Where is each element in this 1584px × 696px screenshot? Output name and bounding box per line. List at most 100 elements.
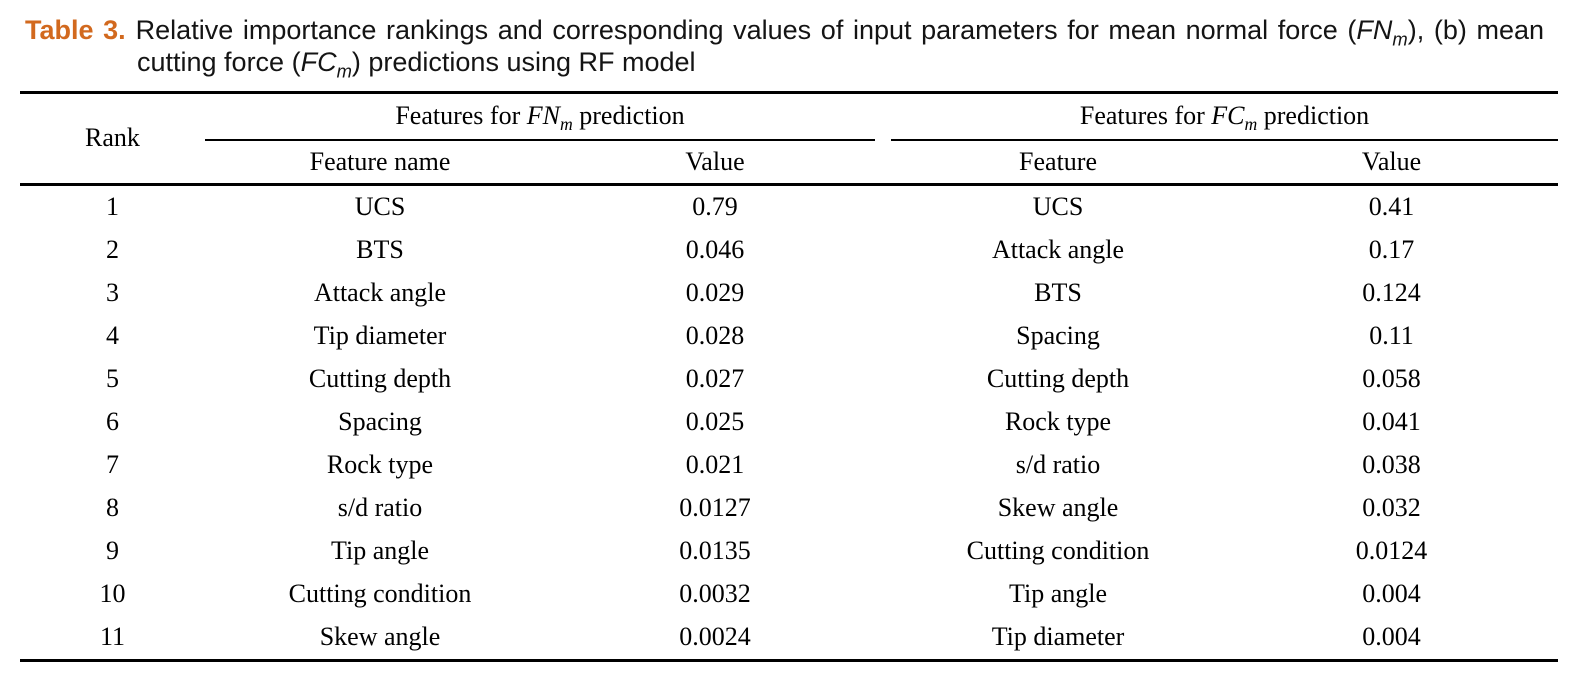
fnm-group-header: Features for FNm prediction bbox=[205, 92, 876, 141]
gap-cell bbox=[875, 530, 891, 573]
fnm-feature-cell: Rock type bbox=[326, 450, 434, 480]
fnm-value-cell: 0.025 bbox=[685, 407, 745, 437]
table-row: 10 Cutting condition 0.0032 Tip angle 0.… bbox=[20, 573, 1558, 616]
fcm-value-cell: 0.004 bbox=[1362, 579, 1421, 609]
table-row: 11 Skew angle 0.0024 Tip diameter 0.004 bbox=[20, 616, 1558, 661]
fnm-feature-cell: Cutting depth bbox=[308, 364, 452, 394]
fnm-feature-cell: Spacing bbox=[338, 407, 422, 437]
fnm-value-cell: 0.79 bbox=[692, 192, 738, 222]
table-number-label: Table 3. bbox=[25, 15, 126, 45]
fcm-feature-cell: Spacing bbox=[1016, 321, 1100, 351]
fcm-value-column-header: Value bbox=[1225, 139, 1559, 186]
rank-cell: 1 bbox=[106, 192, 119, 222]
caption-text-1: Relative importance rankings and corresp… bbox=[135, 15, 1357, 45]
fnm-value-cell: 0.046 bbox=[685, 235, 745, 265]
fnm-value-cell: 0.0135 bbox=[679, 536, 751, 566]
gap-cell bbox=[875, 616, 891, 661]
fcm-subscript: m bbox=[1244, 114, 1258, 135]
rank-cell: 2 bbox=[106, 235, 119, 265]
fcm-feature-cell: Attack angle bbox=[991, 235, 1125, 265]
table-row: 6 Spacing 0.025 Rock type 0.041 bbox=[20, 401, 1558, 444]
gap-cell bbox=[875, 573, 891, 616]
fnm-value-cell: 0.021 bbox=[685, 450, 745, 480]
fcm-symbol: FC bbox=[1211, 101, 1245, 131]
fnm-value-cell: 0.0127 bbox=[679, 493, 751, 523]
rank-cell: 5 bbox=[106, 364, 119, 394]
fcm-value-cell: 0.041 bbox=[1362, 407, 1421, 437]
gap-cell bbox=[875, 401, 891, 444]
fcm-feature-cell: BTS bbox=[1034, 278, 1082, 308]
fnm-feature-cell: Cutting condition bbox=[288, 579, 472, 609]
fnm-feature-cell: BTS bbox=[356, 235, 404, 265]
fnm-feature-cell: Skew angle bbox=[319, 622, 441, 652]
fcm-feature-cell: Tip angle bbox=[1009, 579, 1108, 609]
fcm-value-cell: 0.41 bbox=[1368, 192, 1415, 222]
fcm-value-cell: 0.124 bbox=[1362, 278, 1421, 308]
table-row: 7 Rock type 0.021 s/d ratio 0.038 bbox=[20, 444, 1558, 487]
fcm-value-cell: 0.038 bbox=[1362, 450, 1421, 480]
fnm-value-cell: 0.027 bbox=[685, 364, 745, 394]
rank-cell: 11 bbox=[99, 622, 126, 652]
fnm-value-cell: 0.0032 bbox=[679, 579, 751, 609]
fnm-feature-cell: UCS bbox=[354, 192, 406, 222]
caption-subscript-2: m bbox=[336, 60, 352, 82]
gap-cell bbox=[875, 444, 891, 487]
fnm-feature-cell: Tip diameter bbox=[313, 321, 447, 351]
fcm-group-header-prefix: Features for bbox=[1079, 101, 1212, 131]
fcm-feature-cell: Cutting condition bbox=[966, 536, 1150, 566]
fcm-feature-cell: UCS bbox=[1032, 192, 1084, 222]
gap-cell bbox=[875, 229, 891, 272]
fcm-feature-cell: s/d ratio bbox=[1015, 450, 1101, 480]
table-row: 9 Tip angle 0.0135 Cutting condition 0.0… bbox=[20, 530, 1558, 573]
rank-cell: 7 bbox=[106, 450, 119, 480]
table-row: 5 Cutting depth 0.027 Cutting depth 0.05… bbox=[20, 358, 1558, 401]
fnm-feature-cell: Attack angle bbox=[313, 278, 447, 308]
fcm-feature-cell: Rock type bbox=[1004, 407, 1112, 437]
fcm-feature-cell: Cutting depth bbox=[986, 364, 1130, 394]
caption-symbol-fnm: FN bbox=[1356, 15, 1393, 45]
table-caption: Table 3. Relative importance rankings and… bbox=[25, 14, 1544, 82]
fnm-group-header-suffix: prediction bbox=[572, 101, 685, 131]
fcm-value-cell: 0.032 bbox=[1362, 493, 1421, 523]
fcm-value-cell: 0.17 bbox=[1368, 235, 1415, 265]
fcm-group-header-suffix: prediction bbox=[1257, 101, 1370, 131]
caption-subscript-1: m bbox=[1392, 28, 1408, 50]
fcm-feature-cell: Tip diameter bbox=[991, 622, 1125, 652]
caption-text-2: ), (b) mean cutting force ( bbox=[137, 15, 1544, 78]
fcm-value-cell: 0.0124 bbox=[1355, 536, 1428, 566]
fcm-value-cell: 0.11 bbox=[1369, 321, 1414, 351]
header-row-columns: Feature name Value Feature Value bbox=[20, 139, 1559, 186]
rank-cell: 9 bbox=[106, 536, 119, 566]
table-row: 3 Attack angle 0.029 BTS 0.124 bbox=[20, 272, 1558, 315]
rank-cell: 6 bbox=[106, 407, 119, 437]
fnm-value-column-header: Value bbox=[555, 139, 876, 186]
importance-rankings-table: Rank Features for FNm prediction Feature… bbox=[20, 90, 1559, 662]
rank-cell: 10 bbox=[99, 579, 126, 609]
fcm-feature-column-header: Feature bbox=[891, 139, 1226, 186]
gap-cell bbox=[875, 487, 891, 530]
fcm-value-cell: 0.004 bbox=[1362, 622, 1421, 652]
fnm-value-cell: 0.0024 bbox=[679, 622, 751, 652]
fnm-feature-column-header: Feature name bbox=[205, 139, 555, 186]
gap-cell bbox=[875, 184, 891, 229]
gap-cell bbox=[875, 358, 891, 401]
fcm-feature-cell: Skew angle bbox=[997, 493, 1119, 523]
fnm-value-cell: 0.028 bbox=[685, 321, 745, 351]
caption-text-3: ) predictions using RF model bbox=[351, 47, 696, 78]
gap-cell bbox=[875, 315, 891, 358]
fcm-value-cell: 0.058 bbox=[1362, 364, 1421, 394]
fnm-feature-cell: s/d ratio bbox=[337, 493, 423, 523]
table-row: 1 UCS 0.79 UCS 0.41 bbox=[20, 184, 1558, 229]
table-row: 8 s/d ratio 0.0127 Skew angle 0.032 bbox=[20, 487, 1558, 530]
header-row-groups: Rank Features for FNm prediction Feature… bbox=[20, 92, 1559, 186]
fcm-group-header: Features for FCm prediction bbox=[891, 92, 1559, 141]
table-row: 2 BTS 0.046 Attack angle 0.17 bbox=[20, 229, 1558, 272]
table-row: 4 Tip diameter 0.028 Spacing 0.11 bbox=[20, 315, 1558, 358]
rank-cell: 3 bbox=[106, 278, 119, 308]
rank-cell: 4 bbox=[106, 321, 119, 351]
fnm-subscript: m bbox=[559, 114, 573, 135]
fnm-symbol: FN bbox=[526, 101, 560, 131]
fnm-value-cell: 0.029 bbox=[685, 278, 745, 308]
fnm-feature-cell: Tip angle bbox=[331, 536, 429, 566]
